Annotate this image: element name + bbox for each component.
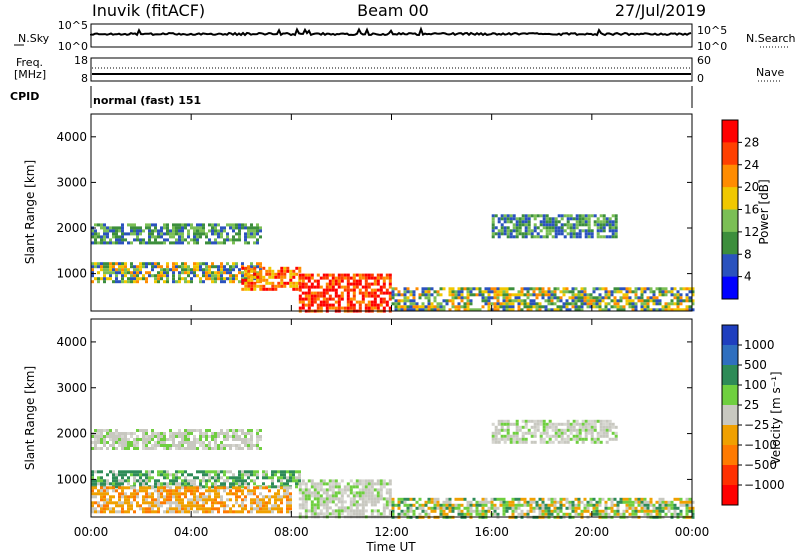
xlabel-time: Time UT bbox=[365, 540, 416, 554]
power-region-0 bbox=[91, 262, 262, 284]
colorbar-segment bbox=[722, 120, 738, 143]
cpid-panel: CPID normal (fast) 151 bbox=[10, 86, 693, 108]
colorbar-segment bbox=[722, 187, 738, 210]
power-colorbar-tick: 20 bbox=[744, 180, 759, 194]
power-colorbar-tick: 16 bbox=[744, 203, 759, 217]
colorbar-segment bbox=[722, 365, 738, 386]
power-colorbar-tick: 24 bbox=[744, 158, 759, 172]
velocity-heatmap bbox=[91, 419, 695, 519]
velocity-ytick-label: 1000 bbox=[56, 472, 87, 486]
velocity-region-3 bbox=[91, 429, 262, 450]
velocity-ylabel: Slant Range [km] bbox=[23, 366, 37, 470]
beam-title: Beam 00 bbox=[357, 1, 429, 20]
station-title: Inuvik (fitACF) bbox=[92, 1, 205, 20]
nsearch-tick-top: 10^5 bbox=[697, 24, 727, 37]
velocity-colorbar-tick: 25 bbox=[744, 398, 759, 412]
velocity-colorbar-tick: −25 bbox=[744, 418, 769, 432]
nave-tick-bottom: 0 bbox=[697, 72, 704, 85]
power-colorbar-tick: 4 bbox=[744, 270, 752, 284]
xtick-label: 08:00 bbox=[274, 525, 309, 539]
freq-panel: 18 8 60 0 Freq. [MHz] Nave bbox=[14, 54, 784, 85]
freq-tick-bottom: 8 bbox=[81, 72, 88, 85]
colorbar-segment bbox=[722, 231, 738, 255]
xtick-label: 04:00 bbox=[174, 525, 209, 539]
date-title: 27/Jul/2019 bbox=[615, 1, 706, 20]
nsearch-tick-bottom: 10^0 bbox=[697, 40, 727, 53]
colorbar-segment bbox=[722, 325, 738, 346]
velocity-panel: 1000 2000 3000 4000 00:00 04:00 08:00 12:00 16:… bbox=[23, 114, 785, 554]
power-colorbar: 4 8 12 16 20 24 28 bbox=[721, 119, 759, 300]
colorbar-segment bbox=[722, 254, 738, 278]
power-panel: 1000 2000 3000 4000 Slant Range [km] 4 8 12 16… bbox=[23, 113, 771, 313]
velocity-colorbar-tick: −1000 bbox=[744, 478, 785, 492]
colorbar-segment bbox=[722, 345, 738, 366]
nsky-tick-bottom: 10^0 bbox=[58, 40, 88, 53]
power-region-4 bbox=[391, 287, 695, 312]
power-colorbar-tick: 28 bbox=[744, 135, 759, 149]
power-region-2 bbox=[298, 273, 392, 313]
velocity-colorbar-tick: 500 bbox=[744, 358, 767, 372]
power-colorbar-label: Power [dB] bbox=[757, 179, 771, 244]
velocity-region-4 bbox=[391, 497, 695, 519]
velocity-region-5 bbox=[491, 419, 618, 444]
velocity-colorbar-tick: −500 bbox=[744, 458, 777, 472]
xtick-label: 16:00 bbox=[474, 525, 509, 539]
freq-unit: [MHz] bbox=[14, 68, 46, 81]
nsky-panel: 10^5 10^0 10^5 10^0 N.Sky N.Search bbox=[14, 19, 796, 53]
power-ytick-label: 1000 bbox=[56, 267, 87, 281]
power-heatmap bbox=[91, 214, 695, 313]
xtick-label: 20:00 bbox=[575, 525, 610, 539]
power-ylabel: Slant Range [km] bbox=[23, 160, 37, 264]
power-ytick-label: 2000 bbox=[56, 221, 87, 235]
freq-tick-top: 18 bbox=[74, 54, 88, 67]
nsky-tick-top: 10^5 bbox=[58, 19, 88, 32]
nave-tick-top: 60 bbox=[697, 54, 711, 67]
colorbar-segment bbox=[722, 405, 738, 426]
velocity-region-0 bbox=[91, 470, 301, 489]
colorbar-segment bbox=[722, 209, 738, 233]
nsky-label: N.Sky bbox=[18, 32, 50, 45]
velocity-ytick-label: 2000 bbox=[56, 427, 87, 441]
colorbar-segment bbox=[722, 276, 738, 300]
colorbar-segment bbox=[722, 142, 738, 166]
velocity-colorbar-label: Velocity [m s⁻¹] bbox=[769, 371, 783, 464]
velocity-colorbar-tick: 1000 bbox=[744, 338, 775, 352]
velocity-colorbar: 1000 500 100 25 −25 −100 −500 −1000 bbox=[721, 324, 785, 506]
nsearch-label: N.Search bbox=[746, 32, 796, 45]
power-ytick-label: 4000 bbox=[56, 130, 87, 144]
xtick-label: 00:00 bbox=[74, 525, 109, 539]
colorbar-segment bbox=[722, 445, 738, 466]
freq-label: Freq. bbox=[16, 56, 43, 69]
cpid-text: normal (fast) 151 bbox=[93, 94, 201, 107]
power-colorbar-tick: 8 bbox=[744, 247, 752, 261]
velocity-region-1 bbox=[91, 486, 292, 514]
power-region-3 bbox=[91, 223, 262, 245]
colorbar-segment bbox=[722, 485, 738, 506]
power-ytick-label: 3000 bbox=[56, 175, 87, 189]
velocity-colorbar-tick: 100 bbox=[744, 378, 767, 392]
cpid-label: CPID bbox=[10, 90, 39, 103]
velocity-region-2 bbox=[298, 479, 392, 519]
xtick-label: 00:00 bbox=[675, 525, 710, 539]
colorbar-segment bbox=[722, 164, 738, 188]
colorbar-segment bbox=[722, 385, 738, 406]
power-colorbar-tick: 12 bbox=[744, 225, 759, 239]
velocity-colorbar-tick: −100 bbox=[744, 438, 777, 452]
colorbar-segment bbox=[722, 425, 738, 446]
power-region-5 bbox=[491, 214, 618, 239]
velocity-ytick-label: 4000 bbox=[56, 335, 87, 349]
xtick-label: 12:00 bbox=[374, 525, 409, 539]
velocity-ytick-label: 3000 bbox=[56, 381, 87, 395]
nsky-trace bbox=[90, 26, 692, 37]
nave-label: Nave bbox=[756, 66, 784, 79]
power-region-1 bbox=[241, 266, 302, 291]
colorbar-segment bbox=[722, 465, 738, 486]
